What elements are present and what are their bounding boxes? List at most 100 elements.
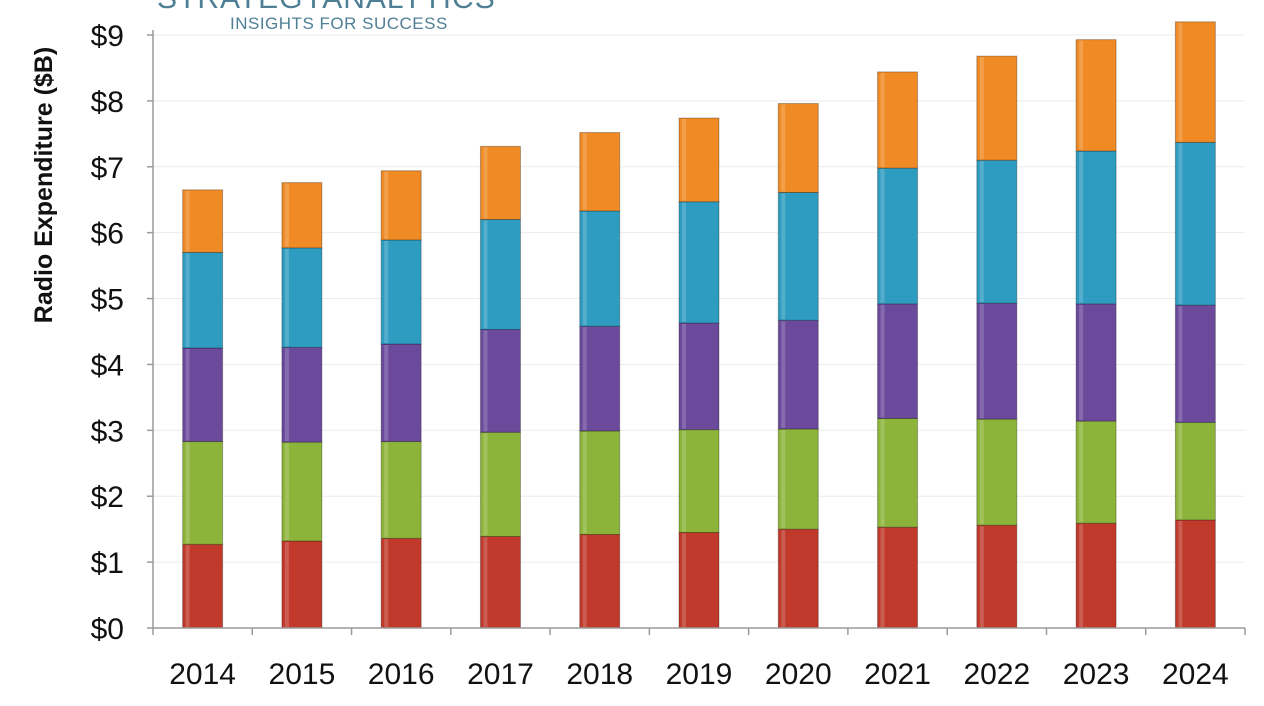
x-tick-label: 2021 bbox=[864, 658, 931, 691]
bar-segment bbox=[1174, 519, 1216, 629]
bar-segment bbox=[579, 430, 621, 535]
y-tick-label: $1 bbox=[91, 547, 124, 580]
x-tick-label: 2020 bbox=[765, 658, 832, 691]
brand-name: STRATEGYANALYTICS bbox=[157, 0, 496, 15]
x-tick-label: 2015 bbox=[269, 658, 336, 691]
bar-segment-highlight bbox=[185, 348, 190, 441]
bar-segment-highlight bbox=[185, 442, 190, 544]
bar-segment-highlight bbox=[384, 240, 389, 344]
bar-segment bbox=[1075, 39, 1117, 152]
bar-segment bbox=[678, 322, 720, 431]
bar-segment-highlight bbox=[483, 220, 488, 329]
bar-segment bbox=[1174, 421, 1216, 521]
bar-segment bbox=[281, 540, 323, 629]
y-tick-label: $2 bbox=[91, 481, 124, 514]
bar-segment-highlight bbox=[682, 430, 686, 532]
bar-segment-highlight bbox=[483, 433, 488, 536]
bar-segment bbox=[678, 117, 720, 203]
x-tick-label: 2017 bbox=[467, 658, 534, 691]
bar-segment bbox=[479, 218, 521, 331]
bar-segment bbox=[479, 329, 521, 433]
bar-segment-highlight bbox=[880, 304, 885, 418]
bar-segment bbox=[678, 429, 720, 533]
bar-segment bbox=[579, 533, 621, 629]
bar-segment-highlight bbox=[979, 57, 984, 160]
y-tick-label: $8 bbox=[91, 86, 124, 119]
bar-segment-highlight bbox=[582, 535, 587, 627]
bar-segment-highlight bbox=[284, 348, 289, 442]
bar-segment bbox=[281, 247, 323, 348]
bar-segment-highlight bbox=[582, 211, 587, 326]
bar-segment-highlight bbox=[880, 528, 885, 627]
bar-segment-highlight bbox=[682, 533, 686, 627]
y-tick-label: $7 bbox=[91, 152, 124, 185]
bar-segment-highlight bbox=[483, 537, 488, 627]
bar-segment bbox=[281, 346, 323, 443]
bar-segment bbox=[1075, 522, 1117, 629]
bar-segment-highlight bbox=[781, 104, 786, 192]
bar-segment bbox=[182, 441, 224, 545]
bar-segment-highlight bbox=[384, 345, 389, 441]
y-tick-label: $5 bbox=[91, 284, 124, 317]
bar-segment bbox=[976, 418, 1018, 526]
bar-segment-highlight bbox=[483, 147, 488, 219]
bar-segment-highlight bbox=[1178, 306, 1183, 422]
bar-segment-highlight bbox=[284, 542, 289, 627]
bar-segment-highlight bbox=[682, 202, 686, 322]
bar-segment-highlight bbox=[185, 253, 190, 347]
bar-segment-highlight bbox=[1178, 143, 1183, 305]
brand-logo: STRATEGYANALYTICS INSIGHTS FOR SUCCESS bbox=[157, 0, 496, 33]
y-tick-label: $4 bbox=[91, 349, 124, 382]
bar-segment bbox=[479, 535, 521, 629]
bar-segment bbox=[380, 170, 422, 241]
bar-segment bbox=[1174, 141, 1216, 306]
bar-segment-highlight bbox=[682, 323, 686, 429]
bar-segment-highlight bbox=[185, 545, 190, 627]
bar-segment bbox=[1075, 150, 1117, 305]
bar-segment bbox=[678, 201, 720, 324]
bar-segment-highlight bbox=[1178, 22, 1183, 142]
bar-segment-highlight bbox=[880, 72, 885, 168]
bar-segment bbox=[281, 182, 323, 249]
bar-segment-highlight bbox=[781, 430, 786, 529]
bar-segment-highlight bbox=[1079, 151, 1084, 303]
bar-segment-highlight bbox=[682, 119, 686, 201]
bar-segment-highlight bbox=[1079, 422, 1084, 523]
axes: $0 $1 $2 $3 $4 $5 $6 $7 $8 $9 2014 2015 2016 2017 2018… bbox=[91, 20, 1246, 691]
bar-segment-highlight bbox=[384, 539, 389, 627]
bar-segment bbox=[777, 103, 819, 193]
y-tick-label: $9 bbox=[91, 20, 124, 53]
bar-segment-highlight bbox=[979, 526, 984, 627]
bar-segment-highlight bbox=[284, 248, 289, 347]
y-axis-label: Radio Expenditure ($B) bbox=[30, 47, 58, 323]
bar-segment bbox=[579, 325, 621, 432]
x-tick-label: 2014 bbox=[169, 658, 236, 691]
bar-segment bbox=[777, 319, 819, 430]
bar-segment-highlight bbox=[979, 161, 984, 303]
bar-segment-highlight bbox=[483, 330, 488, 432]
bars bbox=[182, 21, 1216, 629]
y-tick-label: $6 bbox=[91, 218, 124, 251]
bar-segment-highlight bbox=[384, 442, 389, 538]
x-tick-label: 2019 bbox=[666, 658, 733, 691]
bar-segment bbox=[479, 145, 521, 220]
bar-segment-highlight bbox=[384, 171, 389, 239]
bar-segment-highlight bbox=[781, 193, 786, 320]
y-tick-label: $0 bbox=[91, 613, 124, 646]
bar-segment-highlight bbox=[781, 530, 786, 627]
bar-segment bbox=[1174, 21, 1216, 143]
bar-segment bbox=[976, 302, 1018, 420]
bar-segment bbox=[678, 531, 720, 629]
bar-segment-highlight bbox=[1079, 40, 1084, 150]
bar-segment-highlight bbox=[582, 133, 587, 210]
bar-segment bbox=[777, 528, 819, 629]
bar-segment bbox=[380, 239, 422, 345]
bar-segment bbox=[1075, 303, 1117, 422]
bar-segment-highlight bbox=[781, 321, 786, 429]
brand-tagline: INSIGHTS FOR SUCCESS bbox=[230, 14, 448, 33]
bar-segment bbox=[777, 191, 819, 321]
bar-segment bbox=[380, 441, 422, 539]
bar-segment-highlight bbox=[1178, 423, 1183, 519]
